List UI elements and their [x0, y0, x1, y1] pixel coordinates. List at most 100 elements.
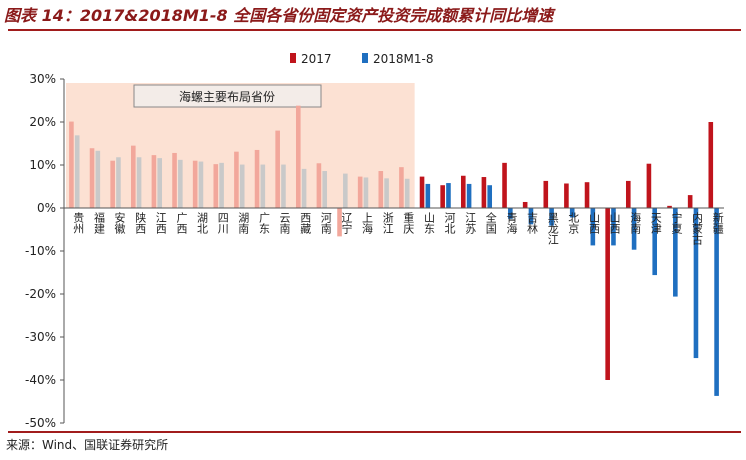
bar-2018-23 — [549, 208, 554, 226]
highlight-annotation: 海螺主要布局省份 — [133, 84, 322, 108]
bar-2018-1 — [95, 150, 101, 208]
x-tick-label: 重庆 — [402, 211, 415, 235]
x-tick-label: 广东 — [257, 212, 270, 234]
bar-2017-7 — [213, 164, 219, 208]
legend-label-0: 2017 — [301, 52, 332, 66]
bar-2018-19 — [466, 183, 472, 208]
x-tick-label: 河北 — [443, 212, 456, 234]
source-note: 来源：Wind、国联证券研究所 — [6, 438, 169, 452]
bar-2017-28 — [646, 163, 652, 208]
bar-2018-10 — [281, 164, 286, 208]
bar-2018-14 — [363, 177, 369, 208]
bar-2018-7 — [219, 162, 224, 208]
bar-2018-25 — [590, 208, 596, 246]
x-tick-label: 西藏 — [299, 212, 312, 235]
x-tick-label: 陕西 — [134, 211, 147, 234]
legend: 2017 2018M1-8 — [290, 52, 434, 66]
y-tick-label: -50% — [25, 416, 56, 430]
annotation-box — [133, 84, 322, 108]
x-axis-labels: 贵州 福建 安徽 陕西 江西 广西 湖北 四川 湖南 广东 云南 西藏 河南 辽宁 上海 浙江 重庆 山东 河北 江苏… — [72, 211, 724, 245]
x-tick-label: 湖北 — [196, 212, 209, 234]
bar-2018-15 — [384, 178, 389, 208]
chart-frame — [8, 29, 741, 433]
x-tick-label: 宁夏 — [670, 211, 683, 234]
bar-2017-5 — [172, 152, 177, 208]
x-tick-label: 内蒙古 — [691, 211, 704, 245]
x-tick-label: 山东 — [422, 212, 435, 234]
bar-2017-3 — [130, 145, 136, 208]
bar-2018-26 — [611, 208, 616, 246]
bar-2018-5 — [178, 159, 183, 208]
bar-2018-8 — [239, 164, 245, 208]
bar-2018-27 — [631, 208, 637, 250]
legend-swatch-0 — [290, 53, 296, 63]
bar-2017-11 — [295, 105, 301, 208]
bar-2017-25 — [584, 182, 590, 208]
x-tick-label: 辽宁 — [340, 212, 353, 234]
bar-2017-24 — [564, 183, 569, 208]
x-tick-label: 云南 — [278, 212, 291, 234]
x-tick-label: 浙江 — [381, 212, 394, 234]
bar-2018-2 — [116, 157, 121, 208]
bar-2018-11 — [301, 168, 307, 208]
bar-2017-6 — [192, 160, 198, 208]
x-tick-label: 江苏 — [464, 212, 477, 235]
x-tick-label: 安徽 — [113, 211, 126, 235]
bar-2018-21 — [508, 208, 513, 219]
bar-2018-12 — [322, 171, 328, 208]
x-tick-label: 吉林 — [526, 212, 539, 234]
bar-2018-28 — [652, 208, 658, 276]
x-tick-label: 全国 — [484, 211, 497, 235]
x-tick-label: 江西 — [154, 212, 167, 234]
bar-2017-8 — [234, 151, 239, 208]
bar-2018-29 — [673, 208, 678, 297]
bar-2018-24 — [569, 208, 575, 218]
chart-title: 图表 14：2017&2018M1-8 全国各省份固定资产投资完成额累计同比增速 — [4, 6, 554, 25]
x-tick-label: 北京 — [567, 212, 580, 235]
bar-2018-17 — [425, 183, 431, 208]
bar-2018-13 — [343, 173, 348, 208]
y-tick-label: 20% — [29, 115, 56, 129]
bar-2017-23 — [543, 180, 549, 208]
bars — [69, 105, 719, 396]
x-tick-label: 四川 — [216, 212, 229, 234]
bar-2018-20 — [487, 185, 493, 208]
bar-2017-10 — [275, 130, 280, 208]
x-tick-label: 青海 — [505, 212, 518, 235]
bar-2017-26 — [605, 208, 610, 380]
y-tick-label: -30% — [25, 330, 56, 344]
x-tick-label: 天津 — [649, 212, 662, 234]
bar-2017-1 — [89, 148, 95, 208]
x-tick-label: 海南 — [629, 211, 642, 234]
x-tick-label: 黑龙江 — [546, 212, 559, 245]
y-tick-label: 0% — [37, 201, 56, 215]
legend-swatch-1 — [362, 53, 368, 63]
x-tick-label: 新疆 — [711, 211, 724, 234]
bar-2017-18 — [440, 185, 445, 208]
bar-2018-0 — [74, 135, 80, 208]
bar-2018-6 — [198, 161, 204, 208]
y-tick-label: 10% — [29, 158, 56, 172]
bar-2017-21 — [502, 162, 507, 208]
bar-2018-9 — [260, 164, 266, 208]
y-tick-label: 30% — [29, 72, 56, 86]
x-tick-label: 山西 — [608, 212, 621, 234]
x-tick-label: 福建 — [92, 211, 105, 235]
x-tick-label: 贵州 — [72, 212, 85, 234]
bar-2018-22 — [528, 208, 534, 225]
y-tick-label: -10% — [25, 244, 56, 258]
bar-2017-0 — [69, 121, 74, 208]
bar-2017-31 — [708, 122, 714, 208]
x-tick-label: 广西 — [175, 212, 188, 234]
y-tick-label: -40% — [25, 373, 56, 387]
bar-2017-4 — [151, 155, 157, 208]
bar-2017-2 — [110, 160, 115, 208]
bar-2017-9 — [254, 149, 260, 208]
bar-2018-4 — [157, 158, 163, 208]
y-axis: 30% 20% 10% 0% -10% -20% -30% -40% -50% — [25, 72, 65, 430]
bar-2017-15 — [378, 171, 384, 208]
bar-2018-18 — [446, 183, 451, 208]
bar-2017-29 — [667, 205, 672, 208]
bar-2017-22 — [522, 201, 528, 208]
